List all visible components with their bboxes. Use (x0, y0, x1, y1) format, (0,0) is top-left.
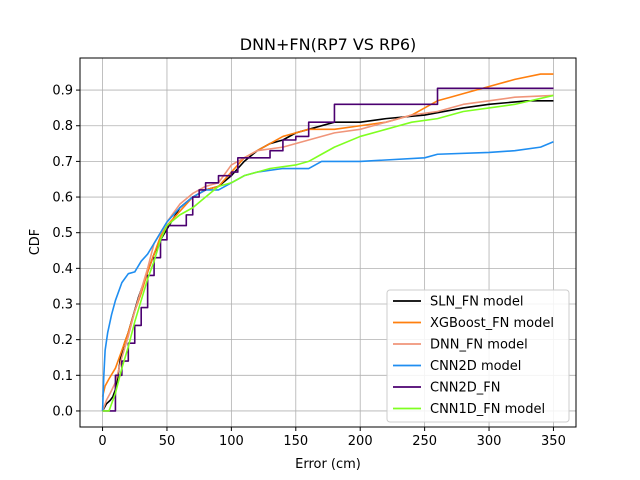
legend-box (386, 289, 570, 423)
y-axis-ticks: 0.0 0.1 0.2 0.3 0.4 0.5 0.6 0.7 0.8 0.9 (52, 84, 80, 419)
y-tick-label: 0.4 (52, 262, 73, 277)
x-tick-label: 0 (98, 434, 106, 449)
series-line-4 (102, 87, 554, 412)
x-tick-label: 150 (283, 434, 308, 449)
y-tick-label: 0.2 (52, 333, 73, 348)
x-axis-ticks: 0 50 100 150 200 250 300 350 (98, 427, 566, 449)
x-tick-label: 50 (159, 434, 176, 449)
legend: SLN_FN model XGBoost_FN model DNN_FN model… (386, 289, 570, 423)
chart-title: DNN+FN(RP7 VS RP6) (240, 35, 416, 54)
x-tick-label: 200 (348, 434, 373, 449)
y-tick-label: 0.6 (52, 191, 73, 206)
x-tick-label: 300 (477, 434, 502, 449)
y-tick-label: 0.5 (52, 226, 73, 241)
y-tick-label: 0.1 (52, 369, 73, 384)
series-line-2 (101, 94, 554, 412)
legend-entry-label: SLN_FN model (430, 295, 524, 310)
series-lines (101, 73, 554, 412)
x-axis-label: Error (cm) (295, 457, 361, 472)
x-tick-label: 100 (219, 434, 244, 449)
x-tick-label: 350 (541, 434, 566, 449)
y-tick-label: 0.9 (52, 84, 73, 99)
legend-entry-label: DNN_FN model (430, 338, 528, 353)
legend-entry-label: XGBoost_FN model (430, 316, 554, 331)
x-tick-label: 250 (412, 434, 437, 449)
legend-entry-label: CNN2D model (430, 359, 521, 374)
plot-frame (79, 57, 577, 428)
y-tick-label: 0.8 (52, 119, 73, 134)
y-tick-label: 0.7 (52, 155, 73, 170)
y-axis-label: CDF (28, 229, 43, 256)
y-tick-label: 0.3 (52, 298, 73, 313)
y-tick-label: 0.0 (52, 404, 73, 419)
legend-entry-label: CNN2D_FN (430, 381, 501, 396)
legend-entry-label: CNN1D_FN model (430, 402, 545, 417)
series-line-5 (102, 94, 554, 412)
